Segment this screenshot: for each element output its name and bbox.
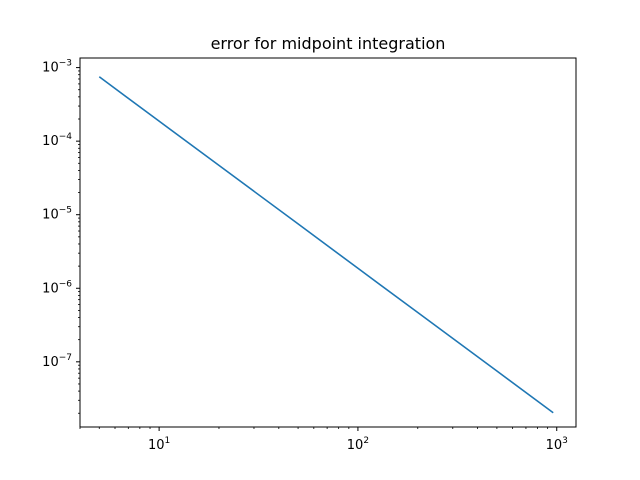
x-tick-label: 102 [347, 436, 369, 453]
plot-area [79, 57, 577, 428]
y-tick-label: 10−4 [42, 132, 72, 149]
chart-title: error for midpoint integration [211, 34, 446, 53]
y-tick-label: 10−6 [42, 279, 72, 296]
series-layer [98, 76, 554, 414]
x-tick-label: 101 [148, 436, 170, 453]
x-tick-label: 103 [546, 436, 568, 453]
series-line [98, 76, 554, 414]
y-tick-label: 10−3 [42, 59, 72, 76]
y-tick-label: 10−5 [42, 206, 72, 223]
ticks-layer: 101 102 103 10−3 10−4 10−5 10−6 10−7 [42, 59, 568, 453]
y-tick-label: 10−7 [42, 353, 72, 370]
